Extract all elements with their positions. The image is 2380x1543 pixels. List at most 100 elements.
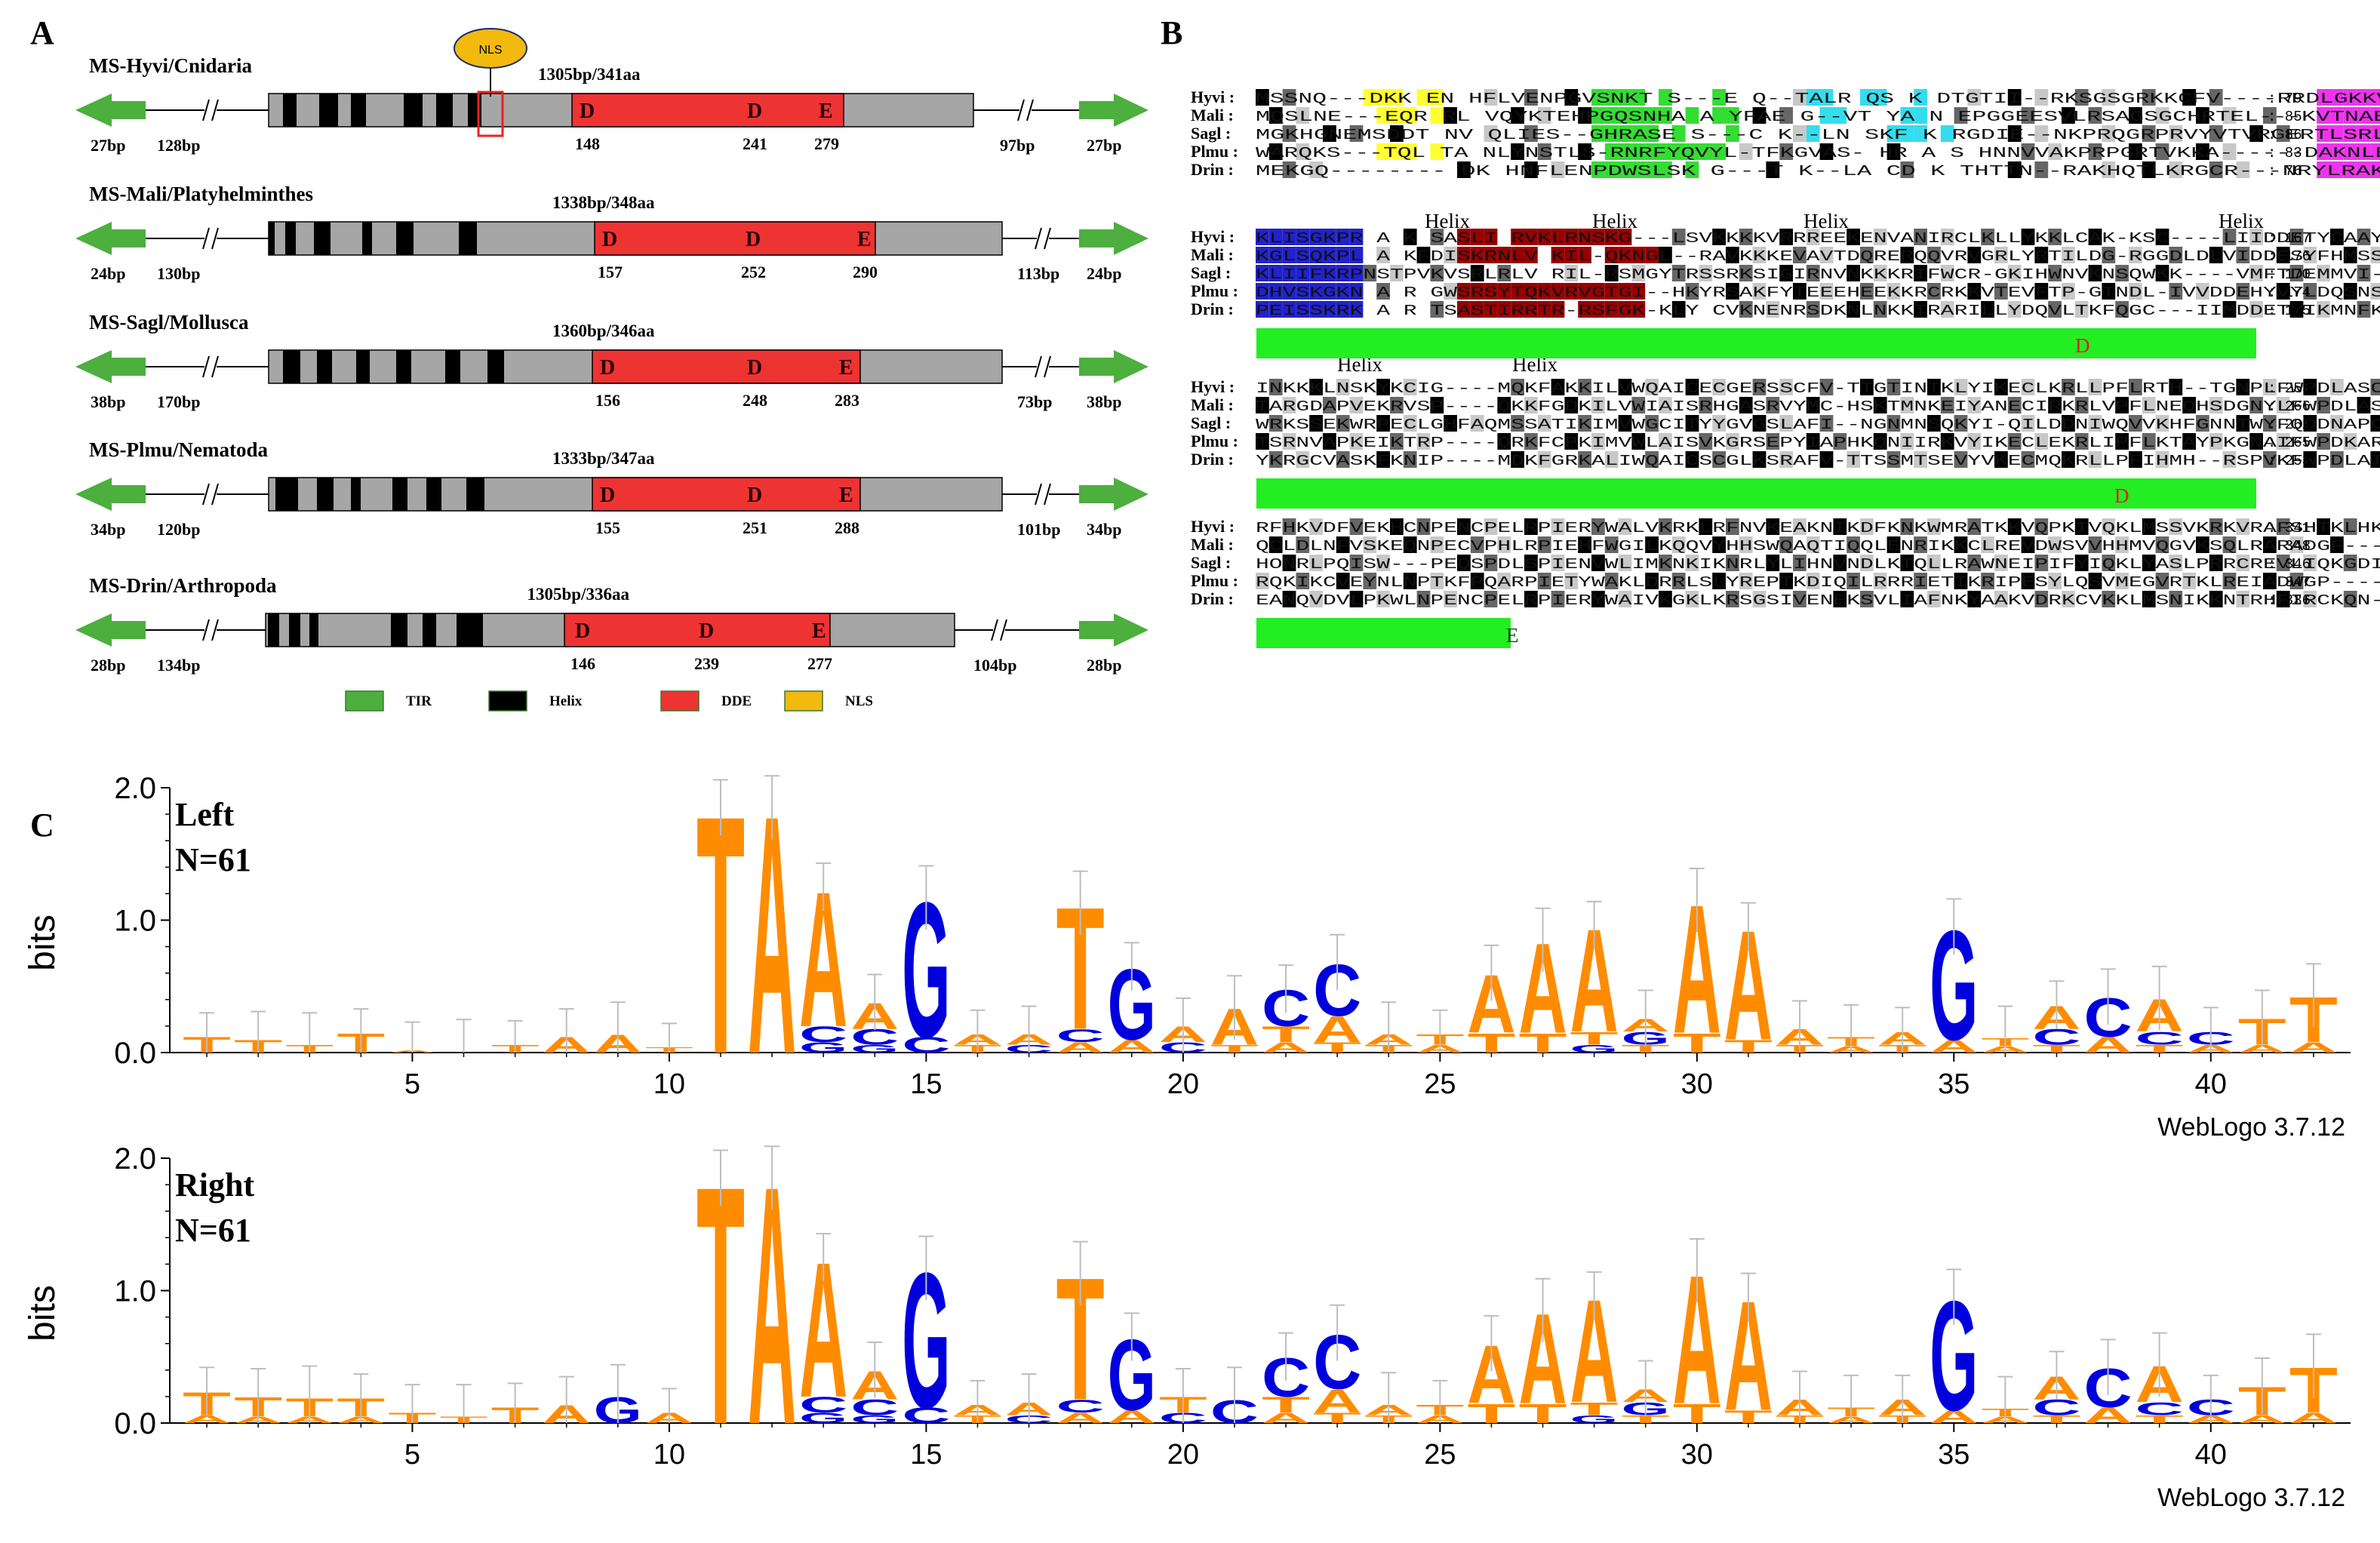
residue-shade xyxy=(1618,107,1632,124)
residue-shade xyxy=(1591,89,1605,106)
residue-shade xyxy=(1604,283,1619,300)
logo-letter-t: T xyxy=(2136,1043,2184,1055)
residue-shade xyxy=(1806,433,1820,450)
residue-shade xyxy=(1256,301,1269,318)
residue-shade xyxy=(2370,125,2380,142)
residue-shade xyxy=(1699,433,1713,450)
residue-shade xyxy=(1940,433,1954,450)
residue-shade xyxy=(2074,397,2089,413)
residue-shade xyxy=(1578,229,1591,245)
residue-shade xyxy=(2236,591,2250,607)
residue-shade xyxy=(1671,536,1686,553)
residue-shade xyxy=(1497,247,1511,263)
residue-shade xyxy=(1309,415,1323,432)
residue-shade xyxy=(1846,229,1860,245)
residue-shade xyxy=(1268,229,1283,245)
residue-shade xyxy=(1833,591,1847,607)
residue-shade xyxy=(1349,283,1364,300)
residue-shade xyxy=(2236,247,2250,263)
residue-shade xyxy=(2196,107,2209,124)
residue-shade xyxy=(1309,161,1323,178)
residue-shade xyxy=(2034,518,2049,535)
residue-shade xyxy=(1914,125,1927,142)
residue-shade xyxy=(1631,283,1646,300)
dde-motif-letter: E xyxy=(839,356,853,380)
tir-right-length: 34bp xyxy=(1087,520,1121,539)
residue-shade xyxy=(1900,107,1914,124)
residue-shade xyxy=(1470,283,1484,300)
helix-block xyxy=(268,613,279,647)
helix-block xyxy=(283,350,300,383)
residue-shade xyxy=(2236,283,2250,300)
residue-shade xyxy=(1927,415,1941,432)
residue-shade xyxy=(2370,89,2380,106)
residue-shade xyxy=(1645,573,1659,589)
residue-shade xyxy=(2209,433,2223,450)
residue-shade xyxy=(1645,107,1659,124)
logo-letter-c: C xyxy=(1056,1396,1105,1416)
residue-shade xyxy=(1430,107,1444,124)
residue-shade xyxy=(1645,161,1659,178)
residue-shade xyxy=(1551,555,1565,571)
residue-shade xyxy=(1645,415,1659,432)
residue-shade xyxy=(1524,89,1538,106)
residue-shade xyxy=(1524,229,1538,245)
residue-shade xyxy=(1564,89,1579,106)
residue-shade xyxy=(2263,573,2277,589)
residue-shade xyxy=(1376,283,1390,300)
residue-shade xyxy=(1618,591,1632,607)
residue-shade xyxy=(2357,89,2371,106)
residue-shade xyxy=(1685,591,1699,607)
sequence-text: RQKIKCVEYNLNPTKFPQARPIETYWAKLDRRLSLYREPT… xyxy=(1256,574,2380,591)
residue-shade xyxy=(2222,301,2237,318)
tir-left-arrow xyxy=(75,613,146,647)
residue-shade xyxy=(2129,107,2142,124)
residue-shade xyxy=(1349,265,1364,281)
residue-shade xyxy=(1712,379,1726,395)
residue-shade xyxy=(1444,107,1457,124)
residue-shade xyxy=(1484,229,1498,245)
break-mark xyxy=(202,227,210,250)
residue-shade xyxy=(1430,573,1444,589)
tir-right-length: 24bp xyxy=(1087,264,1121,283)
x-tick-label: 5 xyxy=(404,1439,420,1471)
alignment-row: Plmu : WARQKS---TQL TA NLYNSTLS-RNRFYQVYL… xyxy=(1191,142,2380,161)
residue-shade xyxy=(1618,161,1632,178)
residue-shade xyxy=(1726,125,1739,142)
residue-shade xyxy=(1296,229,1310,245)
residue-shade xyxy=(1618,143,1632,160)
residue-shade xyxy=(1537,415,1551,432)
y-axis-label: bits xyxy=(23,1285,63,1342)
residue-shade xyxy=(1819,107,1834,124)
residue-shade xyxy=(1349,433,1364,450)
residue-shade xyxy=(2062,247,2075,263)
residue-shade xyxy=(2034,591,2049,607)
residue-shade xyxy=(2129,247,2142,263)
residue-shade xyxy=(1779,229,1793,245)
sequence-text: MGKHGNEMSDDT NV QLIES--GHRASE S---C K--L… xyxy=(1256,127,2380,143)
residue-shade xyxy=(1739,536,1753,553)
residue-shade xyxy=(1699,397,1713,413)
residue-shade xyxy=(2155,107,2169,124)
residue-shade xyxy=(1779,379,1793,395)
residue-shade xyxy=(1726,518,1739,535)
residue-shade xyxy=(1604,125,1619,142)
element-size: 1305bp/341aa xyxy=(538,65,641,84)
logo-letter-t: T xyxy=(1570,1028,1619,1049)
residue-shade xyxy=(1349,301,1364,318)
logo-letter-c: C xyxy=(902,1032,950,1057)
residue-shade xyxy=(1537,229,1551,245)
tir-left-arrow xyxy=(75,222,146,255)
residue-shade xyxy=(1309,518,1323,535)
residue-shade xyxy=(1726,107,1739,124)
logo-letter-c: C xyxy=(799,1392,847,1417)
residue-shade xyxy=(2088,379,2102,395)
nls-ellipse xyxy=(454,28,527,69)
residue-shade xyxy=(2007,433,2022,450)
residue-shade xyxy=(2343,247,2357,263)
residue-shade xyxy=(1511,229,1524,245)
residue-shade xyxy=(1309,283,1323,300)
position-count: : 79 xyxy=(2268,91,2302,107)
residue-shade xyxy=(2074,555,2089,571)
residue-shade xyxy=(1470,247,1484,263)
